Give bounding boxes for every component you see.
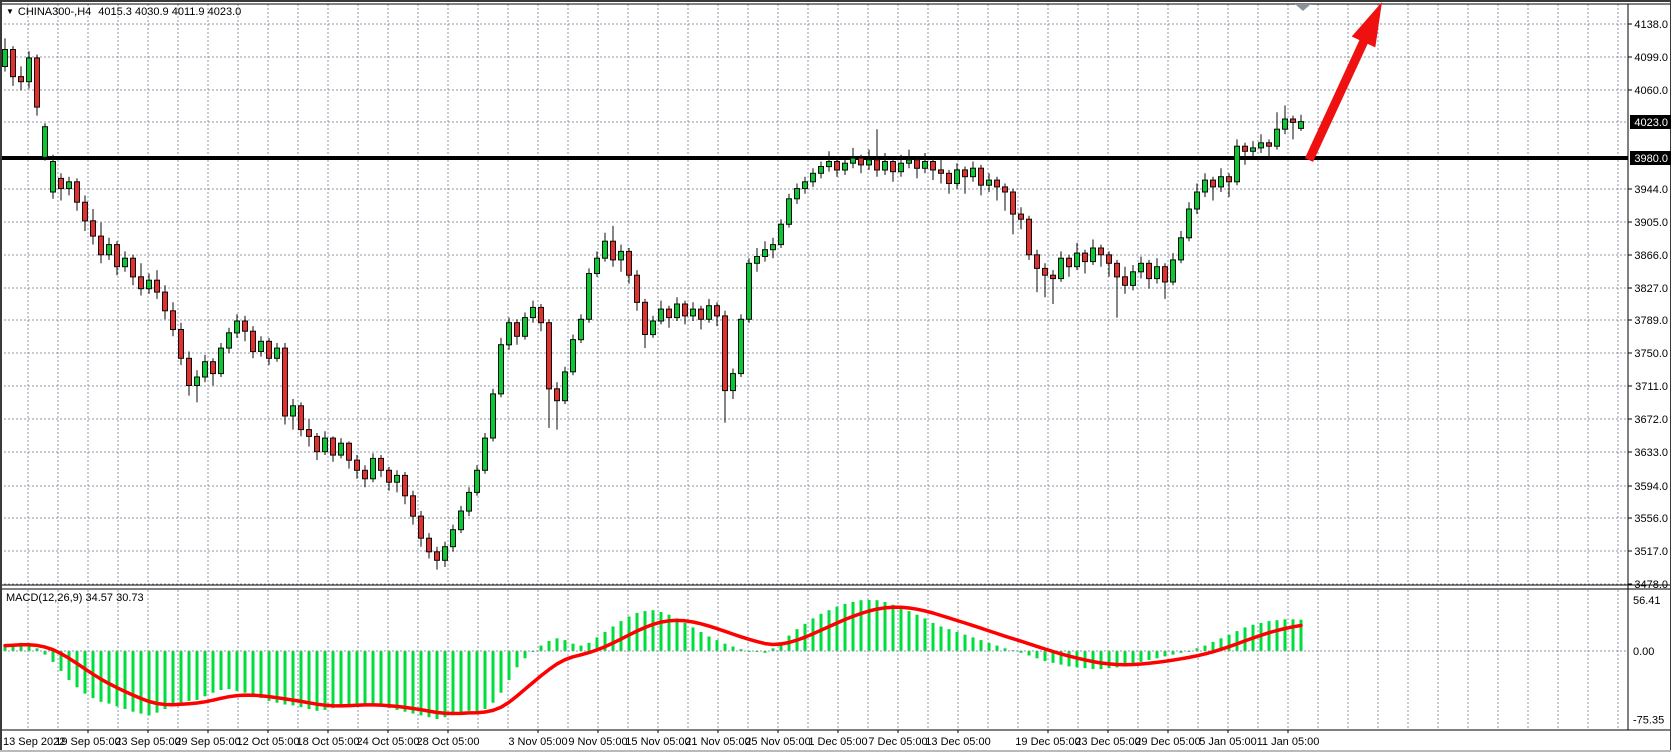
price-tick-label: 3672.0 [1634,414,1668,426]
high-value: 4030.9 [135,6,169,18]
price-tick-label: 4099.0 [1634,52,1668,64]
low-value: 4011.9 [171,6,205,18]
pane-borders [0,3,1671,731]
price-tick-label: 3711.0 [1635,381,1668,393]
symbol-period-label: CHINA300-,H4 [17,6,92,18]
date-label: 28 Oct 05:00 [417,736,480,748]
shift-marker-icon[interactable] [1295,4,1311,11]
price-tag [1630,115,1671,129]
date-label: 23 Dec 05:00 [1075,736,1140,748]
macd-axis[interactable]: 56.41 0.00 -75.35 [1633,595,1664,726]
date-label: 15 Nov 05:00 [625,736,690,748]
macd-axis-zero: 0.00 [1633,646,1654,658]
price-tick-label: 3750.0 [1634,348,1668,360]
price-tick-label: 3633.0 [1634,447,1668,459]
macd-value: 34.57 [85,592,114,604]
date-label: 12 Oct 05:00 [237,736,300,748]
date-label: 11 Jan 05:00 [1257,736,1320,748]
macd-indicator-label: MACD(12,26,9) 34.57 30.73 [6,592,144,605]
date-label: 3 Nov 05:00 [508,736,567,748]
date-label: 29 Dec 05:00 [1135,736,1200,748]
price-tick-label: 4060.0 [1634,85,1668,97]
price-tick-label: 3478.0 [1634,579,1668,591]
price-axis[interactable]: 4138.0 4099.0 4060.0 4023.0 3980.0 3944.0 3905… [1628,19,1671,591]
price-tick-label: 3789.0 [1634,315,1668,327]
date-label: 24 Oct 05:00 [357,736,420,748]
date-label: 23 Sep 05:00 [115,736,180,748]
macd-axis-min: -75.35 [1633,714,1664,726]
symbol-dropdown-icon[interactable]: ▼ [6,7,14,16]
price-tick-label: 3905.0 [1634,217,1668,229]
price-tag [1630,151,1671,165]
date-label: 1 Dec 05:00 [808,736,867,748]
candles [2,38,1304,570]
date-label: 13 Dec 05:00 [925,736,990,748]
open-value: 4015.3 [98,6,132,18]
date-label: 7 Dec 05:00 [868,736,927,748]
price-tick-label: 3866.0 [1634,250,1668,262]
price-tag-label: 4023.0 [1634,117,1668,129]
date-label: 25 Nov 05:00 [745,736,810,748]
macd-histogram [3,599,1303,719]
price-tag-label: 3980.0 [1634,153,1668,165]
macd-signal-value: 30.73 [116,592,144,604]
price-tick-label: 3827.0 [1634,283,1668,295]
ohlc-header: ▼ CHINA300-,H4 4015.3 4030.9 4011.9 4023.0 [6,5,241,19]
date-label: 21 Nov 05:00 [685,736,750,748]
date-label: 19 Dec 05:00 [1015,736,1080,748]
date-label: 29 Sep 05:00 [175,736,240,748]
macd-axis-max: 56.41 [1633,595,1661,607]
macd-name: MACD(12,26,9) [6,592,83,604]
date-label: 9 Nov 05:00 [568,736,627,748]
trend-arrow[interactable] [1304,2,1382,162]
date-label: 18 Oct 05:00 [297,736,360,748]
macd-signal-line [3,605,1303,716]
price-tick-label: 4138.0 [1634,19,1668,31]
date-label: 5 Jan 05:00 [1199,736,1257,748]
price-tick-label: 3944.0 [1634,184,1668,196]
close-value: 4023.0 [207,6,242,18]
date-label: 19 Sep 05:00 [55,736,120,748]
price-tick-label: 3556.0 [1634,513,1668,525]
price-tick-label: 3594.0 [1634,481,1668,493]
price-tick-label: 3517.0 [1634,546,1668,558]
date-label: 13 Sep 2022 [3,736,65,748]
